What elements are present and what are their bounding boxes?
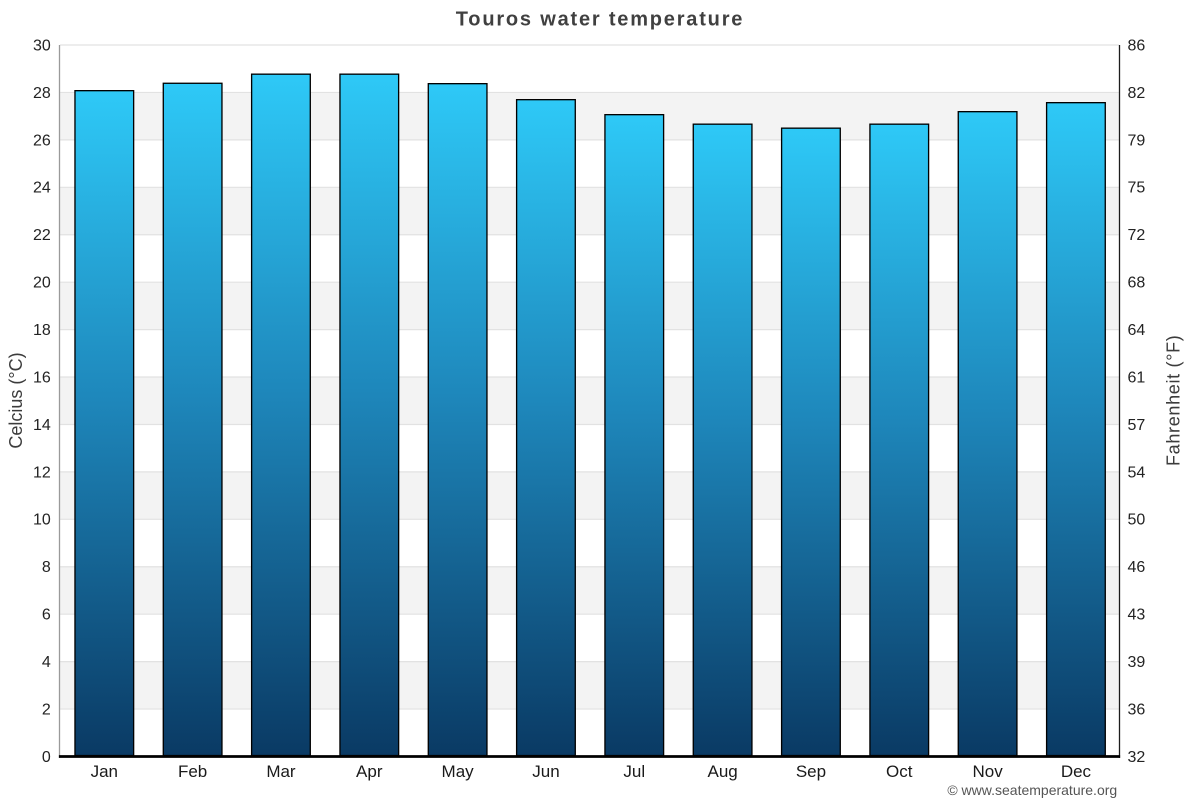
svg-text:24: 24 [33, 180, 51, 197]
svg-text:Aug: Aug [707, 762, 737, 781]
svg-text:Nov: Nov [972, 762, 1003, 781]
svg-text:26: 26 [33, 132, 51, 149]
svg-text:Sep: Sep [796, 762, 826, 781]
svg-text:Mar: Mar [266, 762, 296, 781]
svg-text:82: 82 [1128, 85, 1146, 102]
svg-text:75: 75 [1128, 180, 1146, 197]
svg-text:18: 18 [33, 322, 51, 339]
svg-text:Jun: Jun [532, 762, 559, 781]
svg-text:Celcius (°C): Celcius (°C) [6, 352, 26, 448]
svg-text:© www.seatemperature.org: © www.seatemperature.org [947, 782, 1117, 798]
svg-text:6: 6 [42, 607, 51, 624]
svg-text:0: 0 [42, 749, 51, 766]
svg-text:Apr: Apr [356, 762, 383, 781]
svg-text:8: 8 [42, 559, 51, 576]
svg-text:30: 30 [33, 37, 51, 54]
svg-text:50: 50 [1128, 512, 1146, 529]
svg-text:32: 32 [1128, 749, 1146, 766]
svg-text:54: 54 [1128, 464, 1146, 481]
svg-text:Jan: Jan [91, 762, 118, 781]
svg-text:43: 43 [1128, 607, 1146, 624]
svg-text:46: 46 [1128, 559, 1146, 576]
svg-text:Feb: Feb [178, 762, 207, 781]
svg-text:57: 57 [1128, 417, 1146, 434]
svg-text:Fahrenheit (°F): Fahrenheit (°F) [1164, 335, 1184, 466]
svg-text:79: 79 [1128, 132, 1146, 149]
svg-text:4: 4 [42, 654, 51, 671]
svg-text:36: 36 [1128, 701, 1146, 718]
svg-text:68: 68 [1128, 275, 1146, 292]
svg-text:Oct: Oct [886, 762, 913, 781]
svg-text:2: 2 [42, 701, 51, 718]
svg-text:39: 39 [1128, 654, 1146, 671]
svg-text:22: 22 [33, 227, 51, 244]
svg-text:28: 28 [33, 85, 51, 102]
svg-text:72: 72 [1128, 227, 1146, 244]
svg-text:10: 10 [33, 512, 51, 529]
svg-text:86: 86 [1128, 37, 1146, 54]
svg-text:Dec: Dec [1061, 762, 1092, 781]
svg-text:14: 14 [33, 417, 51, 434]
svg-text:20: 20 [33, 275, 51, 292]
svg-text:12: 12 [33, 464, 51, 481]
svg-text:64: 64 [1128, 322, 1146, 339]
svg-text:May: May [442, 762, 475, 781]
svg-text:16: 16 [33, 369, 51, 386]
svg-text:61: 61 [1128, 369, 1146, 386]
svg-text:Touros water temperature: Touros water temperature [456, 8, 744, 30]
svg-text:Jul: Jul [623, 762, 645, 781]
